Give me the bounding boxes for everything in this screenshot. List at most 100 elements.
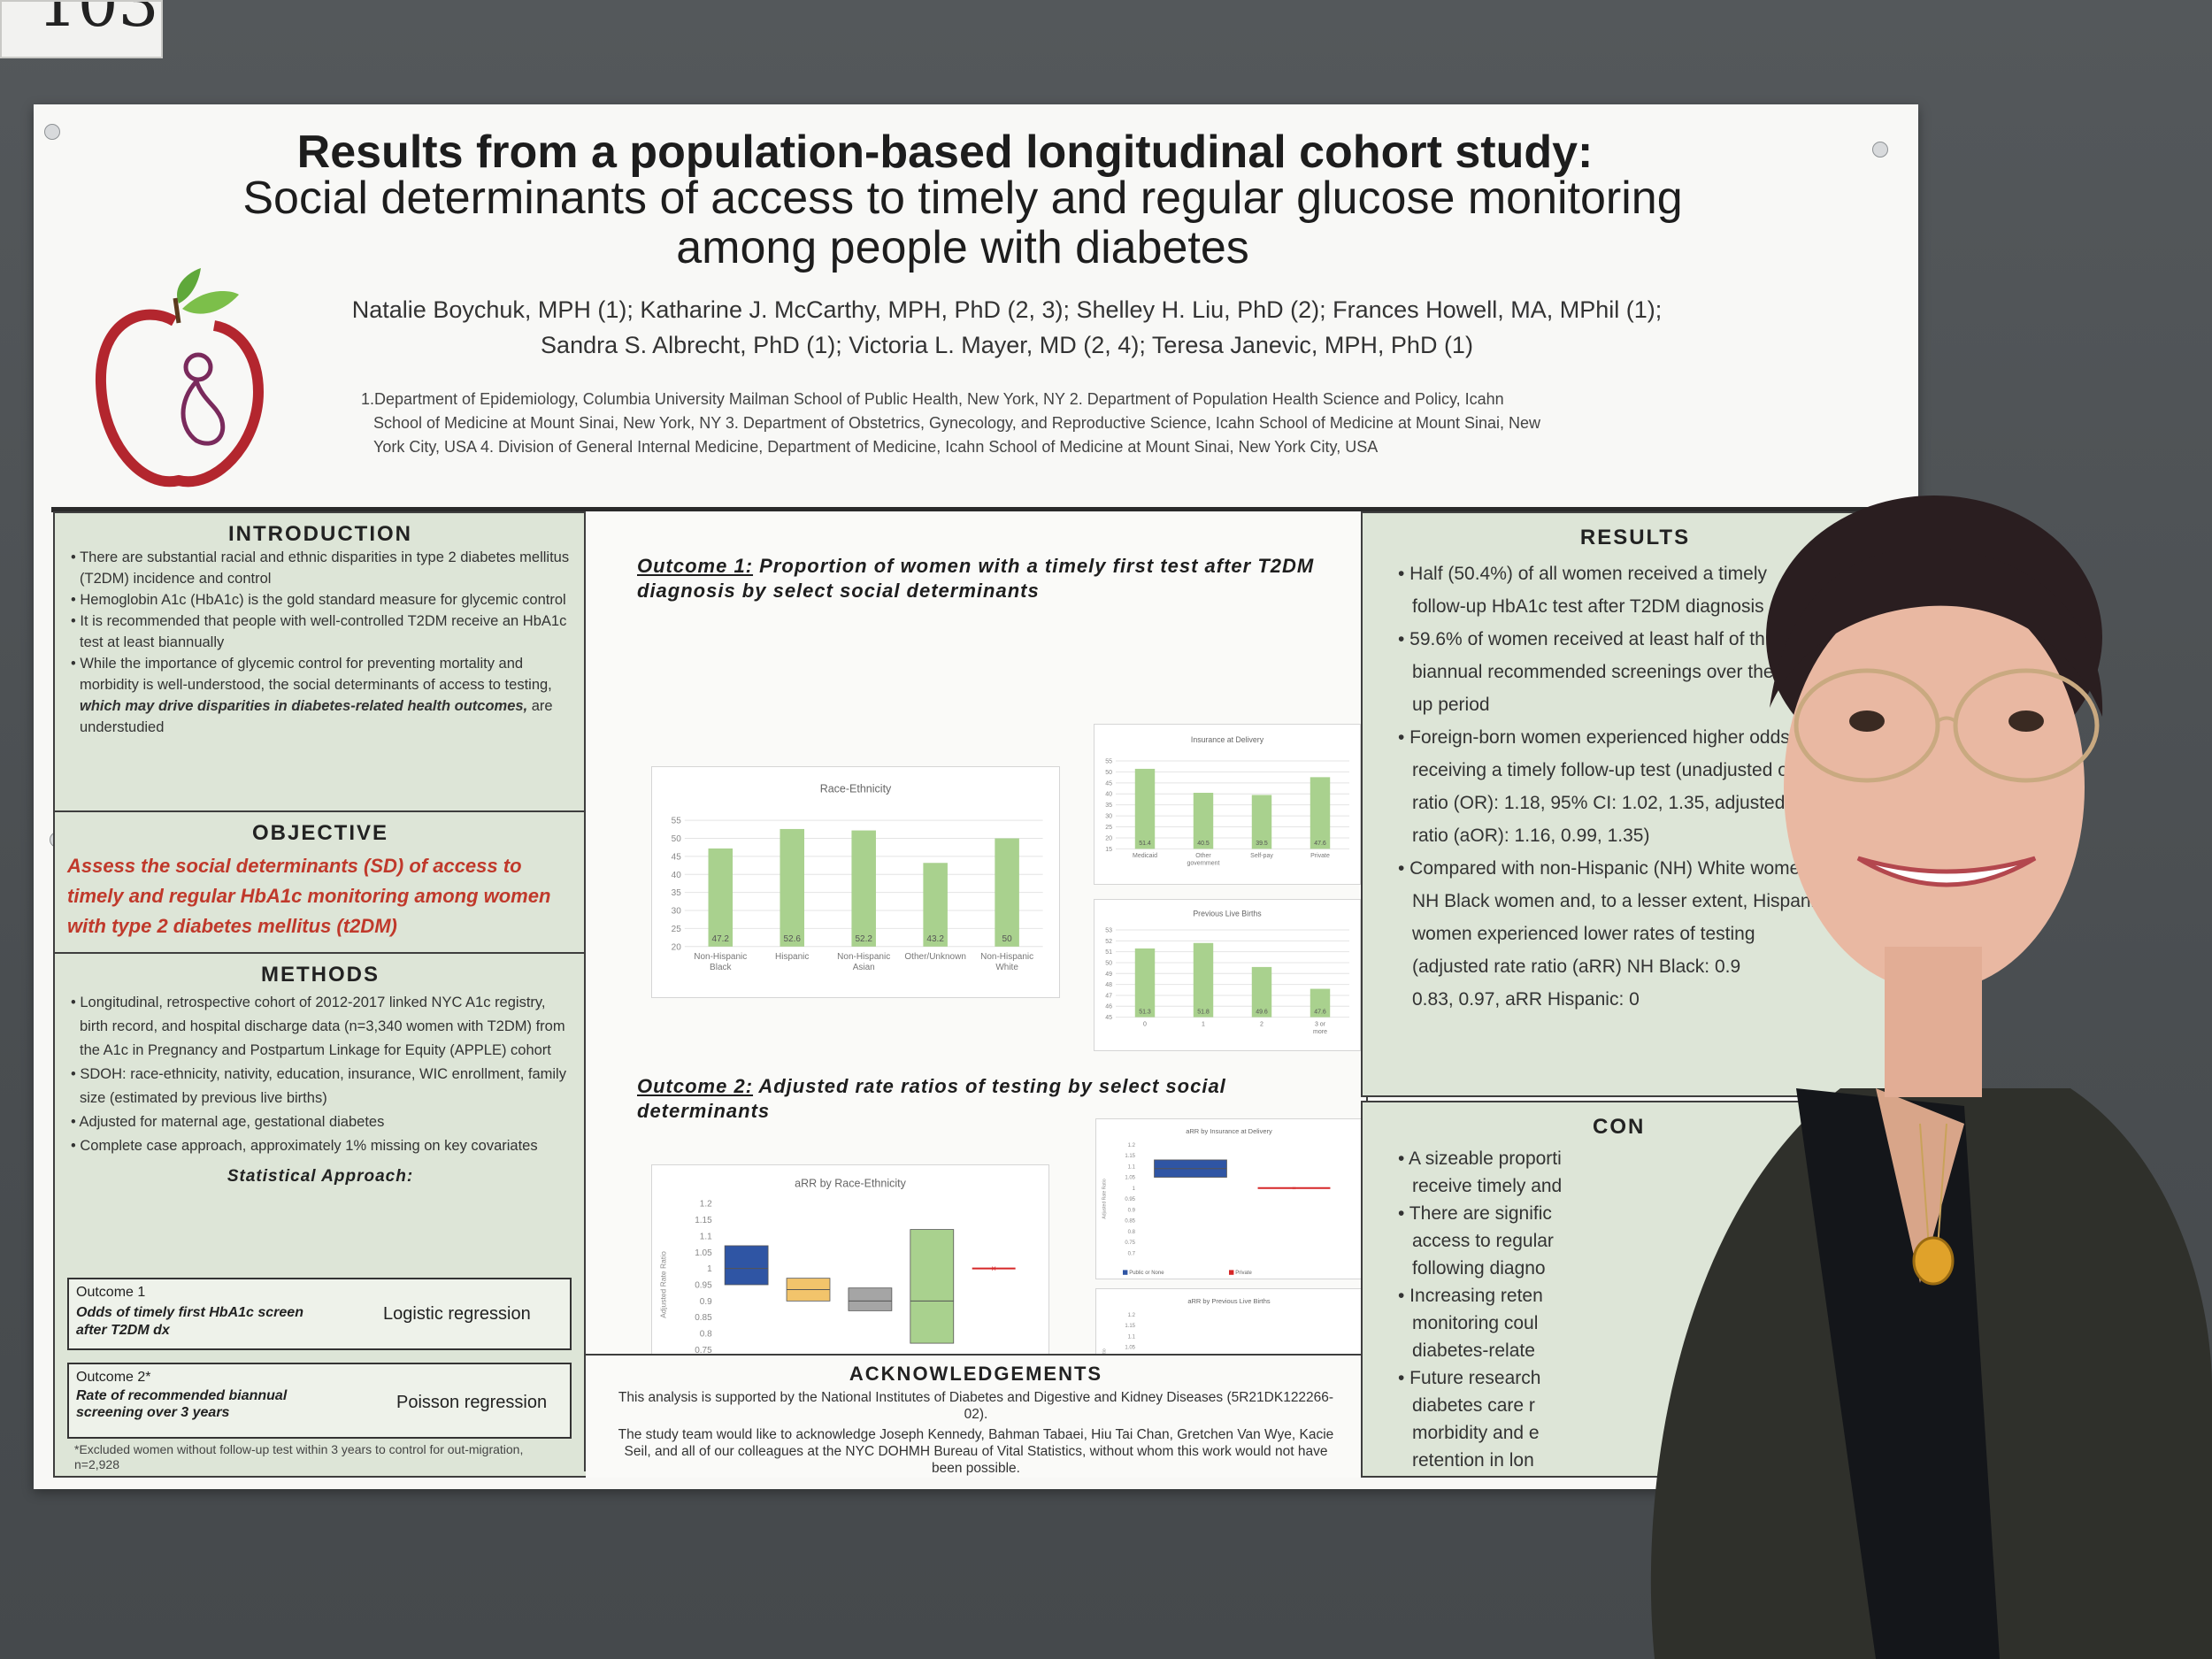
conclusions-heading: CON [1593,1115,1646,1139]
y-tick-label: 0.85 [1125,1219,1135,1225]
y-tick-label: 1.1 [1128,1164,1136,1170]
x-tick-label: 2 [1260,1021,1263,1027]
data-label: 52.6 [784,934,802,944]
race-ethnicity-bar-chart: Race-Ethnicity 55 50 45 40 35 30 25 20 47.2 Non-Hi… [672,783,1043,972]
conclusions-line: • A sizeable proporti [1398,1148,1562,1169]
outcome1-label: Outcome 1 [76,1285,146,1300]
methods-bullet: • Longitudinal, retrospective cohort of … [71,995,565,1058]
results-line: (adjusted rate ratio (aRR) NH Black: 0.9 [1412,956,1741,977]
acknowledgements-funding: This analysis is supported by the Nation… [618,1390,1334,1422]
live-births-bar-chart: Previous Live Births 53 52 51 50 49 48 47 46 45 51… [1105,910,1349,1035]
intro-bullet: • Hemoglobin A1c (HbA1c) is the gold sta… [71,592,566,608]
data-label: 52.2 [855,934,872,944]
x-tick-label: government [1187,861,1220,867]
y-tick-label: 1.1 [700,1232,712,1241]
conclusions-line: retention in lon [1412,1450,1534,1471]
bar [1310,777,1331,849]
results-figures-column: Outcome 1: Proportion of women with a ti… [584,511,1368,1471]
outcome2-label-text: Outcome 2: [637,1075,754,1097]
y-tick-label: 1.2 [1128,1313,1136,1318]
y-tick-label: 20 [672,942,682,952]
subtitle-line: Social determinants of access to timely … [242,173,1683,224]
bar [1134,948,1156,1018]
y-tick-label: 0.9 [700,1297,712,1307]
ci-box [848,1287,893,1311]
outcome2-model-box: Outcome 2* Rate of recommended biannual … [67,1363,572,1439]
ci-box [910,1229,955,1344]
acknowledgements-heading: ACKNOWLEDGEMENTS [849,1363,1103,1385]
bar [1193,942,1214,1018]
y-tick-label: 45 [1105,780,1112,787]
push-pin-icon [1872,142,1888,157]
y-tick-label: 25 [1105,825,1112,831]
y-tick-label: 51 [1105,949,1112,956]
y-tick-label: 30 [1105,814,1112,820]
y-tick-label: 0.9 [1128,1208,1136,1213]
x-tick-label: Private [1310,853,1330,859]
conclusions-line: following diagno [1412,1258,1546,1279]
y-tick-label: 50 [672,834,682,844]
y-axis-label: Adjusted Rate Ratio [1102,1179,1108,1218]
chart-title: aRR by Race-Ethnicity [795,1177,906,1189]
results-line: • Compared with non-Hispanic (NH) White … [1398,858,1816,879]
bar [851,830,876,947]
chart-arr-insurance: aRR by Insurance at Delivery Adjusted Rat… [1095,1118,1363,1279]
introduction-heading: INTRODUCTION [228,522,412,546]
y-tick-label: 55 [1105,758,1112,764]
legend-label: Private [1235,1271,1252,1276]
x-tick-label: Other/Unknown [904,952,965,962]
intro-bullet: • There are substantial racial and ethni… [71,549,570,587]
y-tick-label: 1.2 [1128,1143,1136,1148]
results-line: women experienced lower rates of testing [1412,924,1755,944]
conclusions-line: • There are signific [1398,1203,1552,1224]
outcome1-model-box: Outcome 1 Odds of timely first HbA1c scr… [67,1278,572,1350]
outcome1-description: Odds of timely first HbA1c screen after … [76,1305,303,1338]
conclusions-line: receive timely and [1412,1176,1563,1196]
results-line: up period [1412,695,1490,715]
results-line: receiving a timely follow-up test (unadj… [1412,760,1799,780]
methods-panel: METHODS • Longitudinal, retrospective co… [53,952,588,1478]
ci-box [724,1245,769,1286]
intro-text: are understudied [80,698,553,735]
methods-bullet: • Complete case approach, approximately … [71,1138,538,1154]
y-tick-label: 15 [1105,847,1112,853]
y-tick-label: 1.05 [1125,1176,1135,1181]
data-label: 39.5 [1256,841,1268,847]
outcome1-title: Outcome 1: Proportion of women with a ti… [637,554,1345,603]
poster-subtitle: Social determinants of access to timely … [140,173,1786,273]
conclusions-line: diabetes care r [1412,1395,1535,1416]
bar [923,863,948,947]
acknowledgements-panel: ACKNOWLEDGEMENTS This analysis is suppor… [586,1354,1366,1478]
y-tick-label: 48 [1105,982,1112,988]
y-tick-label: 35 [1105,803,1112,809]
objective-heading: OBJECTIVE [251,821,389,845]
x-tick-label: White [995,963,1018,972]
x-tick-label: Self-pay [1250,853,1273,859]
x-tick-label: Asian [853,963,875,972]
data-label: 51.8 [1197,1009,1210,1015]
y-tick-label: 52 [1105,939,1112,945]
conclusions-line: • Future research [1398,1368,1541,1388]
outcome2-title: Outcome 2: Adjusted rate ratios of testi… [637,1074,1363,1124]
y-tick-label: 40 [672,871,682,880]
results-line: biannual recommended screenings over the [1412,662,1774,682]
conclusions-line: morbidity and e [1412,1423,1540,1443]
legend-label: Public or None [1129,1271,1164,1276]
data-label: 50 [1002,934,1013,944]
booth-number: 103 [37,0,159,41]
data-label: 47.6 [1314,841,1326,847]
y-tick-label: 1.05 [1125,1346,1135,1351]
conclusions-line: diabetes-relate [1412,1340,1535,1361]
y-tick-label: 1 [1133,1187,1136,1192]
results-line: 0.83, 0.97, aRR Hispanic: 0 [1412,989,1640,1010]
results-line: • 59.6% of women received at least half … [1398,629,1765,649]
y-tick-label: 30 [672,907,682,917]
y-tick-label: 55 [672,817,682,826]
chart-live-births: Previous Live Births 53 52 51 50 49 48 47 46 45 51… [1094,899,1361,1051]
data-label: 40.5 [1197,841,1210,847]
authors: Natalie Boychuk, MPH (1); Katharine J. M… [317,292,1697,363]
results-heading: RESULTS [1579,526,1691,549]
conclusions-line: monitoring coul [1412,1313,1539,1333]
y-tick-label: 1.15 [695,1216,712,1225]
authors-line: Sandra S. Albrecht, PhD (1); Victoria L.… [541,332,1473,358]
